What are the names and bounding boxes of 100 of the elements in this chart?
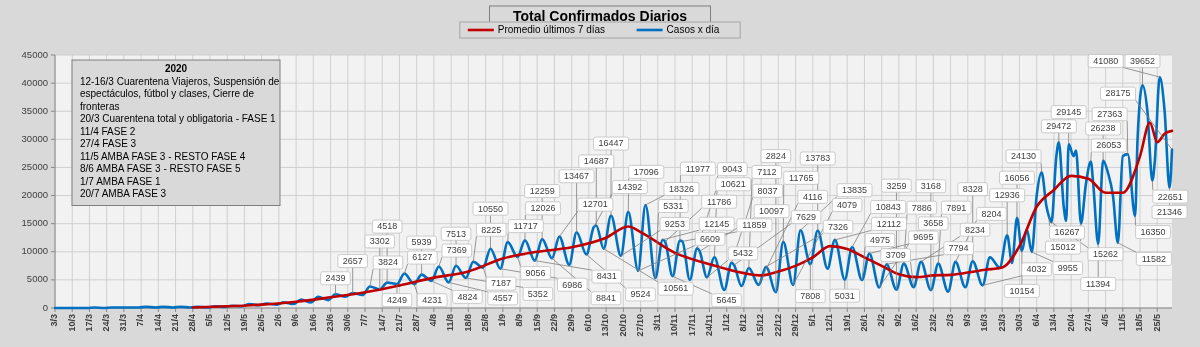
annotation: 17096 — [633, 166, 659, 177]
annotation: 5432 — [732, 248, 754, 259]
x-tick-label: 10/11 — [669, 314, 680, 337]
annotation: 8/6 AMBA FASE 3 - RESTO FASE 5 — [80, 163, 241, 174]
annotation: 5645 — [716, 295, 737, 306]
x-tick-label: 1/12 — [721, 314, 732, 332]
annotation: 13783 — [805, 153, 831, 164]
x-tick-label: 2/3 — [944, 314, 955, 327]
x-tick-label: 21/4 — [169, 314, 180, 332]
annotation: 6609 — [700, 233, 721, 244]
annotation: 16267 — [1054, 227, 1080, 238]
x-tick-label: 26/1 — [858, 314, 869, 332]
x-tick-label: 2/6 — [273, 314, 284, 327]
annotation: 20/7 AMBA FASE 3 — [80, 188, 167, 199]
x-tick-label: 7/4 — [135, 314, 146, 327]
annotation: 8204 — [981, 208, 1002, 219]
annotation: 12701 — [582, 199, 608, 210]
x-tick-label: 16/3 — [979, 314, 990, 332]
annotation: 4557 — [492, 293, 513, 304]
annotation: 2657 — [342, 255, 363, 266]
annotation: 3259 — [886, 180, 907, 191]
annotation: 12145 — [704, 218, 730, 229]
x-tick-label: 16/6 — [307, 314, 318, 332]
annotation: 26053 — [1096, 140, 1122, 151]
x-tick-label: 29/9 — [566, 314, 577, 332]
annotation: 11859 — [742, 220, 767, 231]
annotation: 7794 — [948, 243, 969, 254]
annotation: 6986 — [562, 279, 583, 290]
annotation: 28175 — [1105, 88, 1131, 99]
annotation: 7629 — [796, 211, 817, 222]
y-tick-label: 15000 — [21, 217, 48, 229]
y-tick-label: 20000 — [21, 189, 48, 201]
x-tick-label: 11/8 — [445, 314, 456, 332]
legend-label: Casos x día — [666, 23, 720, 35]
y-tick-label: 30000 — [21, 132, 48, 144]
annotation: 8225 — [481, 224, 502, 235]
annotation: 13835 — [841, 185, 867, 196]
annotation: 41080 — [1093, 55, 1119, 66]
y-tick-label: 35000 — [21, 104, 48, 116]
annotation: 2824 — [765, 151, 786, 161]
y-tick-label: 0 — [42, 301, 48, 313]
annotation: 27/4 FASE 3 — [80, 138, 137, 149]
x-tick-label: 9/3 — [962, 314, 973, 327]
annotation: 14687 — [583, 156, 609, 167]
x-tick-label: 6/4 — [1031, 314, 1042, 327]
annotation: 13467 — [564, 171, 590, 182]
annotation: 5331 — [663, 200, 684, 211]
annotation: 3824 — [377, 257, 398, 268]
annotation: 7112 — [757, 166, 777, 177]
annotation: 12112 — [876, 218, 902, 229]
annotation: 16056 — [1004, 172, 1030, 183]
annotation: 11717 — [513, 221, 538, 231]
annotation: 4116 — [802, 191, 823, 202]
annotation: 9695 — [913, 232, 934, 243]
annotation: 27363 — [1097, 109, 1123, 120]
x-tick-label: 30/3 — [1013, 314, 1024, 332]
annotation: 11394 — [1086, 278, 1111, 289]
x-tick-label: 24/3 — [101, 314, 112, 332]
annotation: 14392 — [617, 181, 643, 192]
x-tick-label: 9/2 — [893, 314, 904, 327]
annotation: 4518 — [377, 221, 398, 232]
annotation: 7513 — [446, 228, 467, 239]
x-tick-label: 12/5 — [221, 314, 232, 332]
x-tick-label: 18/8 — [462, 314, 473, 332]
annotation: 4249 — [386, 294, 407, 305]
annotation: 5352 — [527, 288, 548, 299]
x-tick-label: 26/5 — [256, 314, 267, 332]
annotation: 5939 — [411, 237, 432, 248]
x-tick-label: 23/2 — [927, 314, 938, 332]
x-tick-label: 20/10 — [617, 314, 628, 337]
annotation: 29472 — [1046, 121, 1072, 132]
x-tick-label: 29/12 — [789, 314, 800, 337]
x-tick-label: 27/10 — [634, 314, 645, 337]
annotation: 7886 — [911, 202, 932, 213]
annotation: 11765 — [789, 172, 814, 183]
annotation: 11/5 AMBA FASE 3 - RESTO FASE 4 — [80, 150, 246, 162]
annotation: 10621 — [720, 179, 746, 190]
annotation: 9253 — [664, 218, 685, 229]
annotation: 4975 — [869, 234, 891, 245]
x-tick-label: 4/8 — [428, 314, 439, 327]
x-tick-label: 25/8 — [479, 314, 490, 332]
legend-label: Promedio últimos 7 días — [497, 23, 606, 35]
x-tick-label: 25/5 — [1151, 314, 1162, 332]
annotation: 15262 — [1092, 249, 1118, 260]
annotation: 16447 — [598, 138, 624, 149]
annotation: 10097 — [759, 206, 785, 217]
annotation: 3658 — [923, 218, 944, 229]
x-tick-label: 20/4 — [1065, 314, 1076, 332]
annotation: 4079 — [837, 199, 858, 210]
annotation: 2439 — [325, 273, 346, 284]
annotation: 6127 — [412, 252, 433, 263]
x-tick-label: 17/11 — [686, 314, 697, 337]
x-tick-label: 14/7 — [376, 314, 387, 332]
x-tick-label: 31/3 — [118, 314, 129, 332]
y-tick-label: 25000 — [21, 160, 48, 172]
x-tick-label: 24/11 — [703, 314, 714, 337]
annotation: 7187 — [491, 278, 512, 289]
x-tick-label: 23/6 — [324, 314, 335, 332]
x-tick-label: 5/1 — [807, 314, 818, 327]
annotation: 20/3 Cuarentena total y obligatoria - FASE 1 — [80, 113, 277, 124]
